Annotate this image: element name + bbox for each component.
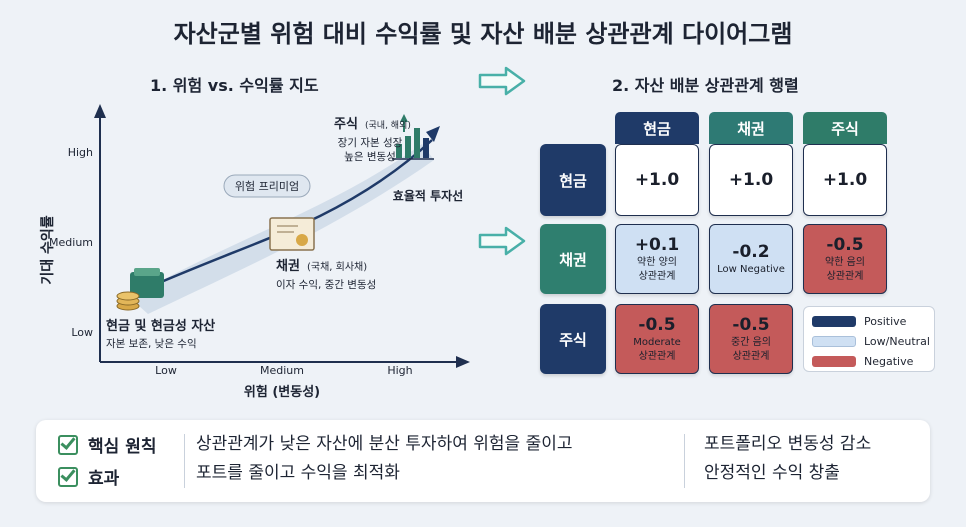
matrix-col-cash: 현금 [615, 112, 699, 144]
legend-item-negative: Negative [812, 355, 913, 368]
y-tick-low: Low [71, 326, 93, 339]
y-tick-medium: Medium [49, 236, 93, 249]
efficient-frontier-label: 효율적 투자선 [393, 188, 463, 203]
bonds-note: (국채, 회사채) [307, 261, 367, 273]
summary-divider-right [684, 434, 685, 488]
cash-line1: 자본 보존, 낮은 수익 [106, 338, 197, 350]
matrix-cell-bonds-bonds: -0.2 Low Negative [709, 224, 793, 294]
legend-swatch [812, 316, 856, 327]
matrix-cell-bonds-cash: +0.1 약한 양의 상관관계 [615, 224, 699, 294]
arrow-right-icon-middle [478, 226, 526, 256]
legend-label: Negative [864, 355, 914, 368]
summary-main-text: 상관관계가 낮은 자산에 분산 투자하여 위험을 줄이고 포트를 줄이고 수익을… [196, 430, 573, 488]
matrix-row-bonds: 채권 [540, 224, 606, 294]
cell-desc: 상관관계 [638, 271, 676, 282]
cash-name: 현금 및 현금성 자산 [106, 318, 215, 334]
stocks-line1: 장기 자본 성장 [338, 137, 403, 149]
frontier-arrow-icon [426, 126, 440, 142]
summary-side-line1: 포트폴리오 변동성 감소 [704, 434, 872, 454]
cell-value: -0.2 [732, 242, 770, 262]
risk-return-map: 기대 수익률 High Medium Low Low Medium High 위… [39, 104, 470, 400]
principle-label: 핵심 원칙 [88, 437, 157, 457]
section1-title: 1. 위험 vs. 수익률 지도 [150, 76, 319, 95]
summary-main-line1: 상관관계가 낮은 자산에 분산 투자하여 위험을 줄이고 [196, 434, 573, 454]
summary-main-line2: 포트를 줄이고 수익을 최적화 [196, 463, 400, 483]
y-axis-label: 기대 수익률 [39, 215, 56, 284]
matrix-cell-cash-bonds: +1.0 [709, 144, 793, 216]
cell-value: +1.0 [822, 170, 868, 190]
cell-value: +1.0 [634, 170, 680, 190]
effect-row: 효과 [58, 464, 119, 489]
legend-label: Low/Neutral [864, 335, 930, 348]
cell-value: -0.5 [826, 235, 864, 255]
legend-item-neutral: Low/Neutral [812, 335, 930, 348]
summary-panel: 핵심 원칙 효과 상관관계가 낮은 자산에 분산 투자하여 위험을 줄이고 포트… [36, 420, 930, 502]
x-tick-low: Low [155, 364, 177, 377]
cash-wallet-icon [116, 268, 164, 311]
matrix-cell-stocks-cash: -0.5 Moderate 상관관계 [615, 304, 699, 374]
diagram-title: 자산군별 위험 대비 수익률 및 자산 배분 상관관계 다이어그램 [173, 20, 793, 48]
cell-desc: 상관관계 [638, 351, 676, 362]
arrow-right-icon-top [478, 66, 526, 96]
x-tick-medium: Medium [260, 364, 304, 377]
x-axis-arrow-icon [456, 356, 470, 368]
matrix-cell-cash-cash: +1.0 [615, 144, 699, 216]
summary-side-text: 포트폴리오 변동성 감소 안정적인 수익 창출 [704, 430, 871, 488]
matrix-cell-bonds-stocks: -0.5 약한 음의 상관관계 [803, 224, 887, 294]
cell-desc: 약한 양의 [637, 257, 677, 268]
principle-row: 핵심 원칙 [58, 432, 156, 457]
legend-swatch [812, 356, 856, 367]
stocks-name: 주식 [334, 116, 358, 132]
cell-desc: 상관관계 [732, 351, 770, 362]
matrix-row-stocks: 주식 [540, 304, 606, 374]
matrix-legend: Positive Low/Neutral Negative [803, 306, 935, 372]
summary-side-line2: 안정적인 수익 창출 [704, 463, 840, 483]
summary-divider-left [184, 434, 185, 488]
stocks-note: (국내, 해외) [365, 119, 411, 131]
x-axis-label: 위험 (변동성) [244, 384, 320, 400]
matrix-col-bonds: 채권 [709, 112, 793, 144]
matrix-cell-stocks-bonds: -0.5 중간 음의 상관관계 [709, 304, 793, 374]
bonds-line1: 이자 수익, 중간 변동성 [276, 279, 376, 291]
matrix-col-stocks: 주식 [803, 112, 887, 144]
cell-value: -0.5 [732, 315, 770, 335]
y-axis-arrow-icon [94, 104, 106, 118]
risk-premium-pill [223, 174, 311, 198]
stocks-line2: 높은 변동성 [344, 151, 396, 163]
section2-title: 2. 자산 배분 상관관계 행렬 [612, 76, 799, 95]
cell-value: +0.1 [634, 235, 680, 255]
bonds-name: 채권 [276, 259, 300, 274]
cell-value: +1.0 [728, 170, 774, 190]
stocks-chart-icon [392, 114, 434, 160]
check-icon [58, 433, 78, 455]
cell-value: -0.5 [638, 315, 676, 335]
legend-label: Positive [864, 315, 907, 328]
bond-certificate-icon [269, 217, 315, 251]
effect-label: 효과 [88, 469, 120, 489]
legend-item-positive: Positive [812, 315, 906, 328]
efficient-frontier-line [137, 139, 433, 294]
cell-desc: 중간 음의 [731, 337, 771, 348]
legend-swatch [812, 336, 856, 347]
check-icon [58, 465, 78, 487]
cell-desc: Moderate [633, 337, 681, 348]
cell-desc: 약한 음의 [825, 257, 865, 268]
cell-desc: 상관관계 [826, 271, 864, 282]
x-tick-high: High [387, 364, 412, 377]
y-tick-high: High [68, 146, 93, 159]
matrix-row-cash: 현금 [540, 144, 606, 216]
matrix-cell-cash-stocks: +1.0 [803, 144, 887, 216]
cell-desc: Low Negative [717, 264, 785, 275]
risk-premium-label: 위험 프리미엄 [235, 180, 299, 193]
